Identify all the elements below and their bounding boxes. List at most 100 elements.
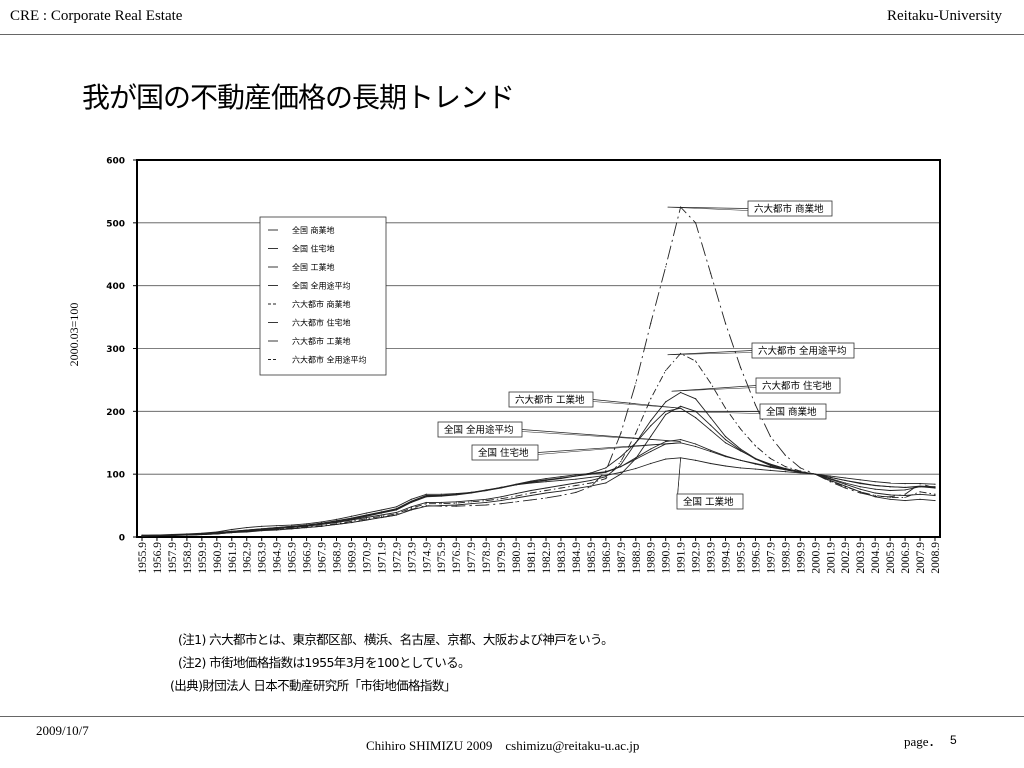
data-point [665, 413, 667, 416]
data-point [470, 491, 472, 493]
legend-entry: 全国 商業地 [292, 225, 335, 235]
data-point [919, 493, 921, 495]
data-point [350, 517, 353, 519]
data-point [665, 266, 667, 268]
callout-leader [667, 352, 753, 356]
footer-date: 2009/10/7 [36, 723, 89, 738]
data-point [874, 481, 876, 483]
data-point [889, 486, 891, 488]
callout-label: 六大都市 商業地 [754, 203, 824, 215]
data-point [904, 482, 906, 485]
series-line-7 [142, 405, 936, 537]
data-point [814, 473, 816, 475]
data-point [739, 467, 742, 469]
data-point [246, 526, 248, 529]
y-tick-label: 400 [106, 282, 125, 292]
x-tick-label: 1991.9 [676, 542, 688, 574]
data-point [724, 407, 727, 409]
data-point [440, 493, 442, 495]
data-point [395, 511, 397, 514]
data-point [530, 489, 532, 492]
data-point [560, 477, 562, 479]
data-point [859, 492, 861, 494]
callout-leader [667, 350, 753, 356]
callout-box [437, 421, 523, 438]
callout-leader [537, 442, 681, 453]
data-point [724, 439, 727, 441]
callout-label: 全国 工業地 [683, 496, 734, 508]
data-point [769, 435, 772, 438]
data-point [889, 496, 891, 499]
data-point [874, 492, 876, 494]
data-point [261, 525, 263, 527]
data-point [320, 523, 323, 526]
data-point [695, 443, 697, 445]
data-point [724, 465, 727, 467]
data-point [784, 471, 786, 473]
data-point [216, 533, 218, 535]
data-point [665, 369, 667, 372]
data-point [186, 534, 188, 536]
data-point [695, 417, 697, 419]
data-point [575, 488, 577, 490]
x-tick-label: 1972.9 [391, 542, 403, 574]
callout-leader [669, 411, 761, 414]
data-point [440, 503, 442, 505]
data-point [305, 526, 308, 528]
data-point [904, 494, 906, 497]
x-tick-label: 1984.9 [571, 542, 583, 574]
data-point [904, 493, 906, 495]
data-point [201, 533, 203, 536]
x-tick-label: 1969.9 [346, 542, 358, 574]
data-point [769, 469, 772, 471]
data-point [889, 489, 891, 492]
data-point [605, 470, 607, 472]
callout-box [759, 403, 827, 420]
data-point [276, 525, 278, 527]
x-tick-label: 2007.9 [915, 542, 927, 574]
series-line-6 [141, 391, 936, 537]
data-point [829, 480, 831, 482]
data-point [709, 462, 712, 465]
data-point [410, 509, 412, 511]
data-point [934, 493, 936, 495]
plot-frame [136, 159, 941, 538]
data-point [739, 459, 742, 461]
data-point [485, 504, 487, 506]
data-point [335, 523, 338, 525]
data-point [859, 488, 861, 490]
data-point [665, 410, 667, 412]
data-point [724, 455, 727, 457]
data-point [335, 518, 338, 521]
data-point [635, 442, 637, 444]
x-tick-label: 2008.9 [930, 542, 942, 574]
data-point [440, 494, 442, 497]
data-point [590, 479, 592, 482]
data-point [665, 440, 667, 443]
callout-label: 六大都市 住宅地 [762, 380, 832, 392]
data-point [709, 449, 712, 451]
data-point [500, 486, 502, 488]
legend-entry: 六大都市 商業地 [292, 299, 351, 309]
x-tick-label: 1987.9 [616, 542, 628, 574]
data-point [231, 528, 233, 531]
data-point [500, 499, 502, 502]
data-point [530, 499, 532, 501]
x-tick-label: 1956.9 [152, 542, 164, 574]
callout-leader [521, 431, 681, 442]
data-point [590, 485, 592, 487]
x-tick-label: 1976.9 [451, 542, 463, 574]
data-point [231, 532, 233, 534]
data-point [695, 398, 697, 400]
data-point [320, 522, 323, 524]
data-point [934, 487, 936, 489]
data-point [844, 486, 846, 488]
x-tick-label: 1996.9 [750, 542, 762, 574]
callout-box [676, 493, 744, 510]
callout-leader [592, 399, 681, 409]
data-point [470, 503, 472, 505]
data-point [291, 527, 293, 529]
x-tick-label: 1981.9 [526, 542, 538, 574]
data-point [305, 524, 308, 526]
series-line-4 [141, 439, 936, 537]
